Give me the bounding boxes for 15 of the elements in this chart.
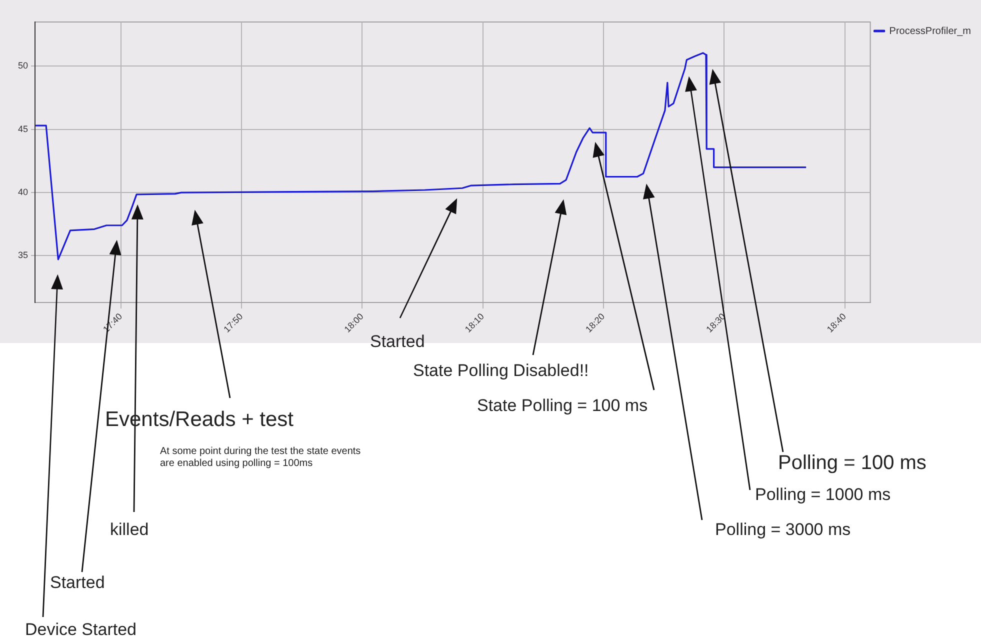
legend-label: ProcessProfiler_m — [889, 26, 972, 37]
text: Polling = 1000 ms — [755, 485, 891, 506]
text: Polling = 100 ms — [778, 451, 926, 475]
y-tick-label: 50 — [18, 60, 28, 71]
text: Started — [50, 573, 105, 594]
y-tick-label: 35 — [18, 250, 28, 260]
text: State Polling Disabled!! — [413, 361, 589, 382]
text: Device Started — [25, 620, 136, 638]
y-tick-label: 45 — [18, 124, 28, 134]
text: Polling = 3000 ms — [715, 520, 851, 540]
text: At some point during the test the state events are enabled using polling = 100ms — [160, 446, 361, 470]
text: killed — [110, 520, 149, 540]
text: Started — [370, 332, 425, 352]
y-tick-label: 40 — [18, 187, 28, 198]
text: State Polling = 100 ms — [477, 396, 648, 416]
